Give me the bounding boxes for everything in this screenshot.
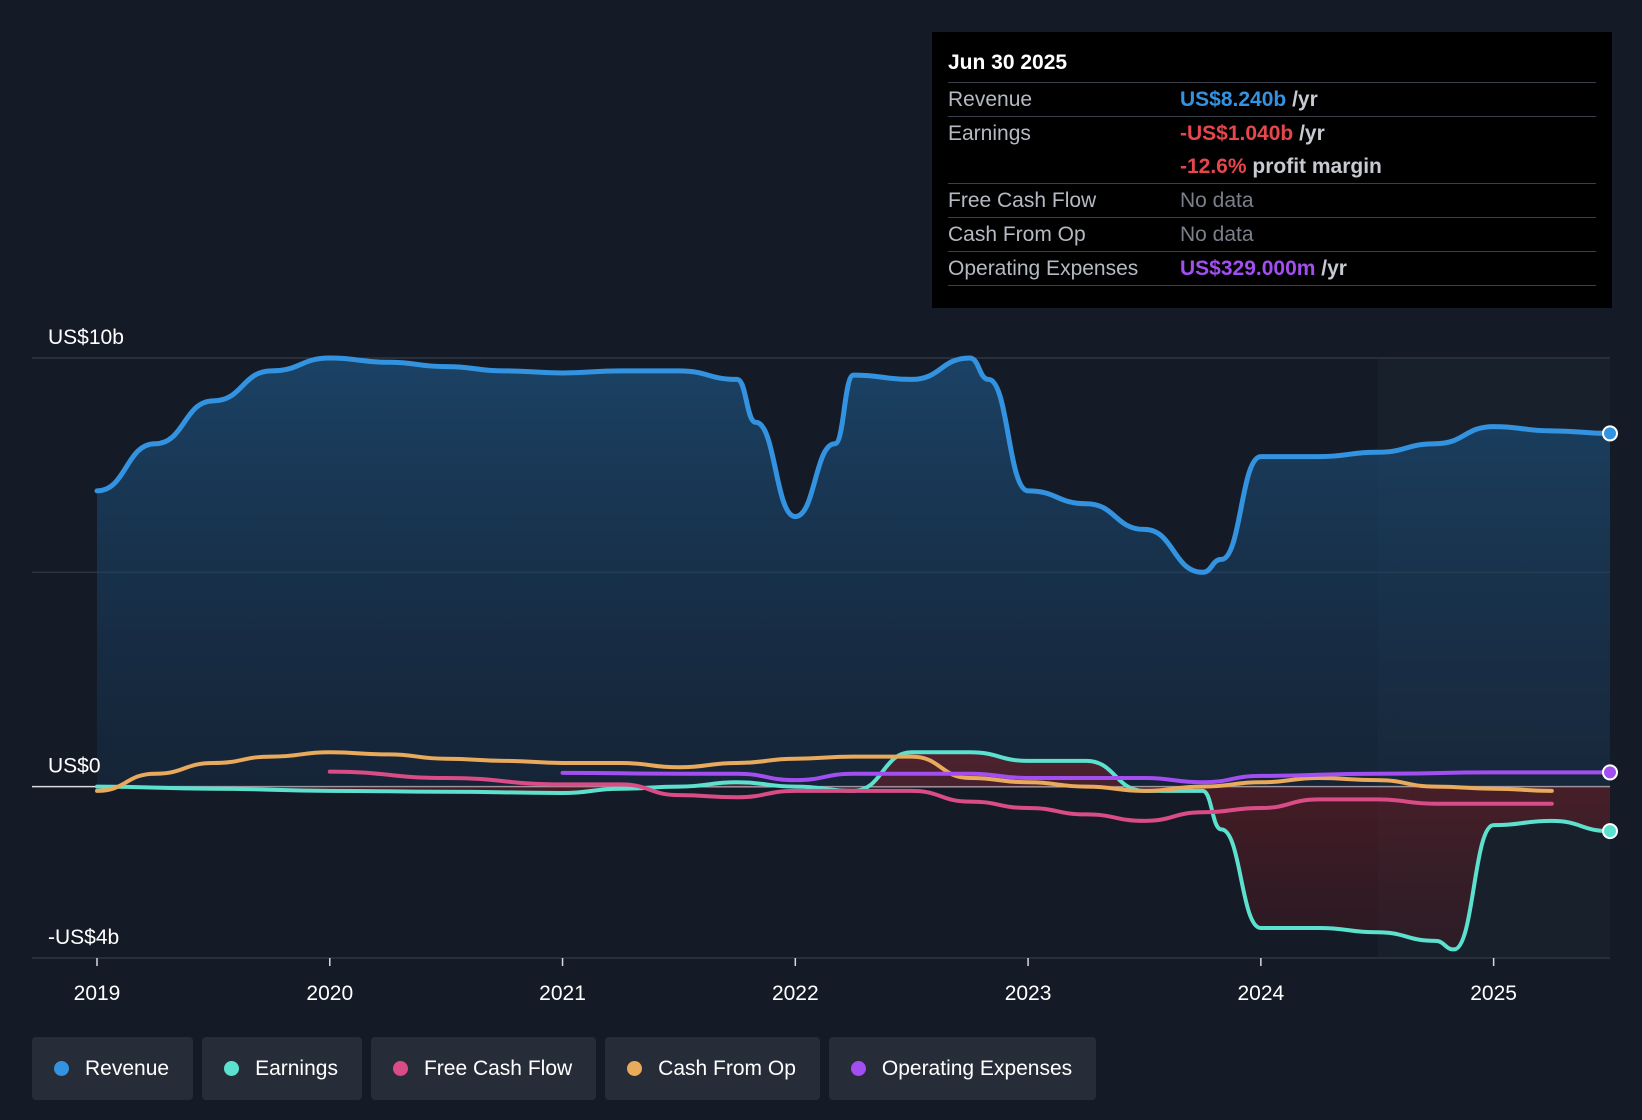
tooltip-row-opex: Operating Expenses US$329.000m /yr [948, 252, 1596, 286]
financial-chart: US$10b US$0 -US$4b 2019 2020 2021 2022 2023 2024… [32, 326, 1618, 1005]
x-tick-label: 2022 [772, 982, 819, 1005]
tooltip-revenue-value: US$8.240b [1180, 88, 1287, 111]
tooltip-margin-unit: profit margin [1246, 155, 1382, 178]
y-tick-label: US$0 [48, 755, 101, 778]
x-tick-label: 2023 [1005, 982, 1052, 1005]
legend-dot-icon [392, 1061, 408, 1076]
tooltip-row-revenue: Revenue US$8.240b /yr [948, 83, 1596, 116]
tooltip-revenue-value-wrap: US$8.240b /yr [1180, 83, 1596, 116]
legend-item-revenue[interactable]: Revenue [32, 1037, 194, 1100]
y-tick-label: -US$4b [48, 926, 119, 949]
x-tick-label: 2025 [1470, 982, 1517, 1005]
tooltip-opex-label: Operating Expenses [948, 257, 1139, 280]
tooltip-margin-spacer [948, 150, 1180, 183]
legend-item-earnings[interactable]: Earnings [202, 1037, 362, 1100]
tooltip-revenue-unit: /yr [1286, 88, 1318, 111]
legend-dot-icon [54, 1061, 69, 1076]
tooltip-opex-unit: /yr [1315, 257, 1347, 280]
revenue-area [97, 358, 1610, 787]
tooltip-fcf-value: No data [1180, 189, 1254, 212]
legend-item-cash-from-op[interactable]: Cash From Op [605, 1037, 820, 1100]
tooltip-row-earnings: Earnings -US$1.040b /yr [948, 116, 1596, 150]
tooltip-cfo-value: No data [1180, 223, 1254, 246]
legend-label: Cash From Op [658, 1056, 796, 1080]
x-tick-label: 2020 [306, 982, 353, 1005]
legend-item-free-cash-flow[interactable]: Free Cash Flow [370, 1037, 597, 1100]
y-tick-label: US$10b [48, 326, 124, 349]
tooltip-margin-value: -12.6% [1180, 155, 1247, 178]
tooltip-date: Jun 30 2025 [948, 48, 1596, 83]
x-tick-label: 2024 [1237, 982, 1284, 1005]
tooltip-earnings-value-wrap: -US$1.040b /yr [1180, 117, 1596, 150]
tooltip-earnings-unit: /yr [1293, 122, 1325, 145]
earnings-line [95, 750, 1612, 952]
operating-expenses-line [560, 770, 1612, 785]
tooltip-fcf-label: Free Cash Flow [948, 189, 1097, 212]
earnings-area [97, 752, 1610, 950]
revenue-end-point[interactable] [1602, 425, 1618, 442]
legend-dot-icon [224, 1061, 240, 1076]
tooltip-panel: Jun 30 2025 Revenue US$8.240b /yr Earnin… [932, 32, 1612, 308]
tooltip-row-fcf: Free Cash Flow No data [948, 184, 1596, 218]
tooltip-opex-value-wrap: US$329.000m /yr [1180, 252, 1596, 285]
chart-legend: Revenue Earnings Free Cash Flow Cash Fro… [32, 1037, 1105, 1100]
legend-label: Earnings [255, 1056, 338, 1080]
tooltip-margin-value-wrap: -12.6% profit margin [1180, 150, 1596, 183]
tooltip-opex-value: US$329.000m [1180, 257, 1316, 280]
legend-dot-icon [850, 1061, 866, 1076]
legend-label: Operating Expenses [881, 1056, 1073, 1080]
legend-label: Revenue [85, 1056, 170, 1080]
tooltip-revenue-label: Revenue [948, 88, 1033, 111]
tooltip-earnings-value: -US$1.040b [1180, 122, 1294, 145]
tooltip-earnings-label: Earnings [948, 122, 1031, 145]
tooltip-cfo-label: Cash From Op [948, 223, 1086, 246]
legend-dot-icon [627, 1061, 643, 1076]
tooltip-row-margin: -12.6% profit margin [948, 150, 1596, 184]
legend-item-operating-expenses[interactable]: Operating Expenses [828, 1037, 1097, 1100]
x-tick-label: 2021 [539, 982, 586, 1005]
earnings-end-point[interactable] [1602, 823, 1618, 840]
tooltip-row-cfo: Cash From Op No data [948, 218, 1596, 252]
free-cash-flow-line [327, 769, 1554, 823]
legend-label: Free Cash Flow [423, 1056, 573, 1080]
revenue-line [94, 355, 1613, 575]
x-tick-label: 2019 [74, 982, 121, 1005]
cash-from-op-line [95, 750, 1554, 793]
operating-expenses-end-point[interactable] [1602, 764, 1618, 781]
